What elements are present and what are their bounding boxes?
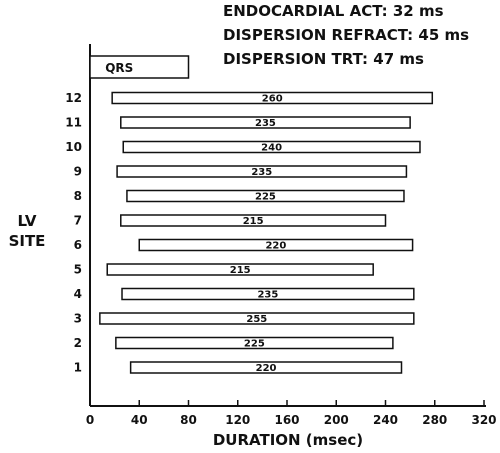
site-labels: 12 11 10 9 8 7 6 5 4 3 2 1: [65, 91, 82, 375]
site-label-7: 7: [74, 214, 82, 228]
site-bar-value-2: 225: [244, 339, 265, 350]
site-bar-group-7: 215: [120, 214, 387, 227]
site-bar-group-3: 255: [99, 312, 415, 325]
header-dispersion-trt: DISPERSION TRT: 47 ms: [223, 50, 424, 68]
site-bar-11: [120, 116, 411, 129]
x-tick-label-280: 280: [422, 413, 447, 427]
site-bar-4: [121, 287, 415, 301]
qrs-marker: QRS: [89, 55, 190, 79]
site-bar-12: [111, 91, 434, 105]
site-label-12: 12: [65, 91, 82, 105]
site-bar-7: [120, 214, 387, 227]
x-tick-label-40: 40: [131, 413, 148, 427]
site-bar-1: [129, 361, 403, 374]
x-tick-label-80: 80: [180, 413, 197, 427]
x-tick-label-0: 0: [86, 413, 94, 427]
site-bar-value-5: 215: [230, 265, 251, 276]
site-bar-group-9: 235: [116, 165, 408, 178]
site-bar-9: [116, 165, 408, 178]
site-bar-2: [115, 336, 394, 350]
site-bar-value-1: 220: [256, 363, 277, 374]
site-bar-value-10: 240: [261, 143, 282, 154]
x-tick-label-240: 240: [373, 413, 398, 427]
header-endocardial-act: ENDOCARDIAL ACT: 32 ms: [223, 2, 444, 20]
site-bar-value-3: 255: [246, 314, 267, 325]
site-label-2: 2: [74, 336, 82, 350]
site-bar-group-12: 260: [111, 91, 434, 105]
duration-bars: 260 235 240 235 225 215 220 215 235 255 225 220: [99, 91, 434, 374]
site-bar-group-8: 225: [126, 189, 405, 203]
y-axis-label-line-1: LV: [17, 212, 36, 230]
x-tick-label-160: 160: [274, 413, 299, 427]
site-bar-value-7: 215: [243, 216, 264, 227]
site-bar-5: [106, 263, 374, 276]
site-label-4: 4: [74, 287, 82, 301]
site-bar-3: [99, 312, 415, 325]
y-axis-label-line-2: SITE: [9, 232, 46, 250]
site-label-5: 5: [74, 263, 82, 277]
site-bar-group-4: 235: [121, 287, 415, 301]
site-bar-8: [126, 189, 405, 203]
qrs-box: [89, 55, 190, 79]
site-bar-group-10: 240: [122, 140, 421, 154]
x-tick-label-320: 320: [471, 413, 496, 427]
site-bar-value-11: 235: [255, 118, 276, 129]
header-dispersion-refract: DISPERSION REFRACT: 45 ms: [223, 26, 469, 44]
site-bar-6: [138, 238, 414, 252]
site-label-8: 8: [74, 189, 82, 203]
x-tick-label-120: 120: [225, 413, 250, 427]
site-label-9: 9: [74, 165, 82, 179]
site-label-3: 3: [74, 312, 82, 326]
site-label-6: 6: [74, 238, 82, 252]
site-bar-group-6: 220: [138, 238, 414, 252]
site-bar-value-4: 235: [257, 290, 278, 301]
site-bar-group-11: 235: [120, 116, 411, 129]
site-bar-group-1: 220: [129, 361, 403, 374]
site-bar-value-12: 260: [262, 94, 283, 105]
x-tick-label-200: 200: [324, 413, 349, 427]
x-axis-label: DURATION (msec): [213, 431, 363, 449]
site-bar-group-2: 225: [115, 336, 394, 350]
x-axis-ticks: 0 40 80 120 160 200 240 280 320: [86, 400, 497, 427]
qrs-label: QRS: [105, 61, 133, 75]
site-bar-value-6: 220: [265, 241, 286, 252]
site-label-10: 10: [65, 140, 82, 154]
site-label-1: 1: [74, 361, 82, 375]
site-bar-10: [122, 140, 421, 154]
site-bar-group-5: 215: [106, 263, 374, 276]
site-bar-value-9: 235: [251, 167, 272, 178]
site-label-11: 11: [65, 116, 82, 130]
site-bar-value-8: 225: [255, 192, 276, 203]
